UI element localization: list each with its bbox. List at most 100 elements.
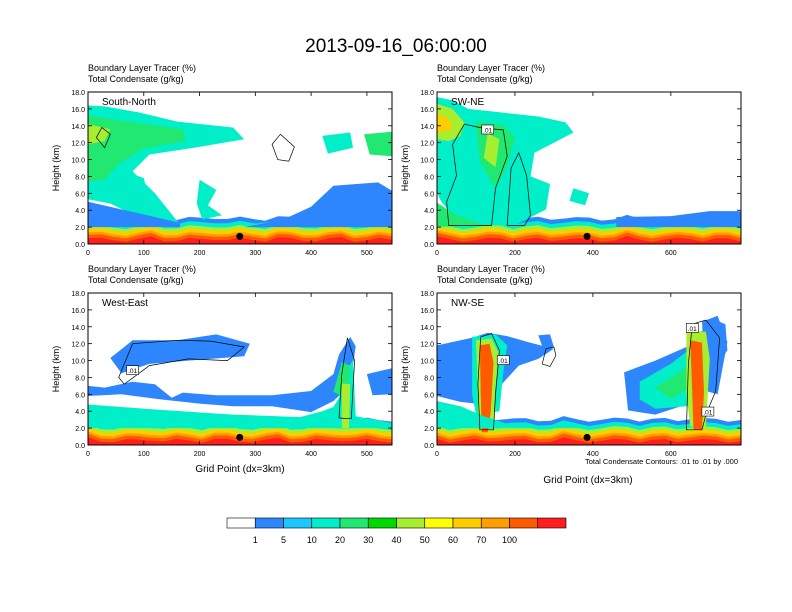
colorbar-swatch xyxy=(283,517,313,529)
panel-label: South-North xyxy=(102,97,156,108)
panel-header-line2: Total Condensate (g/kg) xyxy=(437,275,533,285)
pbl-band xyxy=(88,437,392,445)
tracer-plume xyxy=(88,124,111,145)
panel-label: NW-SE xyxy=(451,298,484,309)
colorbar-label: 30 xyxy=(363,535,373,545)
y-tick-label: 4.0 xyxy=(424,409,434,416)
x-tick-label: 0 xyxy=(86,451,90,458)
plot-frame xyxy=(436,292,742,446)
colorbar-swatch xyxy=(509,517,539,529)
colorbar-label: 1 xyxy=(253,535,258,545)
x-tick-label: 0 xyxy=(435,250,439,257)
y-tick-label: 16.0 xyxy=(71,308,85,315)
y-tick-label: 10.0 xyxy=(420,158,434,165)
x-tick-label: 200 xyxy=(509,451,521,458)
x-tick-label: 500 xyxy=(361,250,373,257)
condensate-contour xyxy=(541,346,557,367)
colorbar-swatch xyxy=(537,517,567,529)
x-tick-label: 400 xyxy=(305,250,317,257)
colorbar-swatch xyxy=(226,517,256,529)
y-tick-label: 8.0 xyxy=(424,174,434,181)
y-tick-label: 10.0 xyxy=(420,359,434,366)
condensate-contour xyxy=(271,133,295,162)
tracer-plume xyxy=(437,114,453,133)
plot-area: .01 xyxy=(437,92,741,244)
condensate-contour xyxy=(446,123,508,226)
plot-frame xyxy=(87,292,393,446)
y-axis-label: Height (km) xyxy=(51,145,61,192)
y-tick-label: 12.0 xyxy=(71,141,85,148)
tracer-plume xyxy=(88,336,356,413)
site-marker xyxy=(583,433,591,441)
site-marker xyxy=(236,433,244,441)
site-marker xyxy=(236,232,244,240)
tracer-plume xyxy=(322,132,353,154)
y-tick-label: 0.0 xyxy=(75,242,85,249)
y-tick-label: 16.0 xyxy=(71,107,85,114)
x-tick-label: 0 xyxy=(86,250,90,257)
y-tick-label: 14.0 xyxy=(420,325,434,332)
y-tick-label: 14.0 xyxy=(420,124,434,131)
colorbar-swatch xyxy=(367,517,397,529)
figure-title: 2013-09-16_06:00:00 xyxy=(305,36,487,57)
plot-area: .01 .01 .01 xyxy=(437,293,741,445)
x-axis-label: Grid Point (dx=3km) xyxy=(543,475,632,486)
colorbar-swatch xyxy=(424,517,454,529)
contour-label-box xyxy=(481,124,494,135)
plot-area xyxy=(88,92,392,244)
y-tick-label: 16.0 xyxy=(420,308,434,315)
condensate-contour xyxy=(506,151,531,226)
panel-header-line2: Total Condensate (g/kg) xyxy=(88,275,184,285)
contour-note: Total Condensate Contours: .01 to .01 by… xyxy=(585,457,738,466)
y-tick-label: 2.0 xyxy=(75,426,85,433)
x-axis-label: Grid Point (dx=3km) xyxy=(195,464,284,475)
panel-header-line1: Boundary Layer Tracer (%) xyxy=(437,63,545,73)
panel-header-line1: Boundary Layer Tracer (%) xyxy=(88,264,196,274)
x-tick-label: 400 xyxy=(587,451,599,458)
pbl-band xyxy=(88,236,392,244)
y-axis-label: Height (km) xyxy=(51,346,61,393)
x-tick-label: 400 xyxy=(305,451,317,458)
x-tick-label: 300 xyxy=(249,250,261,257)
tracer-plume xyxy=(437,202,484,228)
panel-west-east: Boundary Layer Tracer (%) Total Condensa… xyxy=(51,264,393,475)
y-tick-label: 2.0 xyxy=(75,225,85,232)
panel-header-line2: Total Condensate (g/kg) xyxy=(437,74,533,84)
contour-label-box xyxy=(496,355,510,365)
y-tick-label: 6.0 xyxy=(424,392,434,399)
tracer-plume xyxy=(244,182,392,228)
tracer-plume xyxy=(364,131,392,157)
x-tick-label: 100 xyxy=(138,250,150,257)
y-tick-label: 12.0 xyxy=(420,141,434,148)
x-tick-label: 500 xyxy=(361,451,373,458)
y-tick-label: 12.0 xyxy=(71,342,85,349)
colorbar-label: 20 xyxy=(335,535,345,545)
plot-frame xyxy=(436,91,742,245)
contour-label-box xyxy=(685,323,699,333)
y-tick-label: 18.0 xyxy=(420,291,434,298)
colorbar-label: 5 xyxy=(281,535,286,545)
y-tick-label: 2.0 xyxy=(424,426,434,433)
y-tick-label: 0.0 xyxy=(424,242,434,249)
x-tick-label: 400 xyxy=(587,250,599,257)
x-tick-label: 600 xyxy=(665,451,677,458)
tracer-plume xyxy=(437,103,465,141)
y-tick-label: 4.0 xyxy=(424,208,434,215)
tracer-plume xyxy=(110,334,250,374)
panel-south-north: Boundary Layer Tracer (%) Total Condensa… xyxy=(51,63,393,257)
y-tick-label: 6.0 xyxy=(424,191,434,198)
panel-header-line1: Boundary Layer Tracer (%) xyxy=(88,63,196,73)
y-tick-label: 8.0 xyxy=(424,375,434,382)
panel-sw-ne: Boundary Layer Tracer (%) Total Condensa… xyxy=(400,63,742,257)
colorbar: 1 5 10 20 30 40 50 60 70 100 xyxy=(226,517,567,545)
plot-area: .01 xyxy=(88,293,392,445)
y-tick-label: 6.0 xyxy=(75,392,85,399)
x-tick-label: 300 xyxy=(249,451,261,458)
y-tick-label: 0.0 xyxy=(75,443,85,450)
tracer-plume xyxy=(88,359,392,429)
tracer-plume xyxy=(88,115,186,182)
contour-label: .01 xyxy=(703,410,712,417)
y-tick-label: 8.0 xyxy=(75,174,85,181)
x-tick-label: 0 xyxy=(435,451,439,458)
